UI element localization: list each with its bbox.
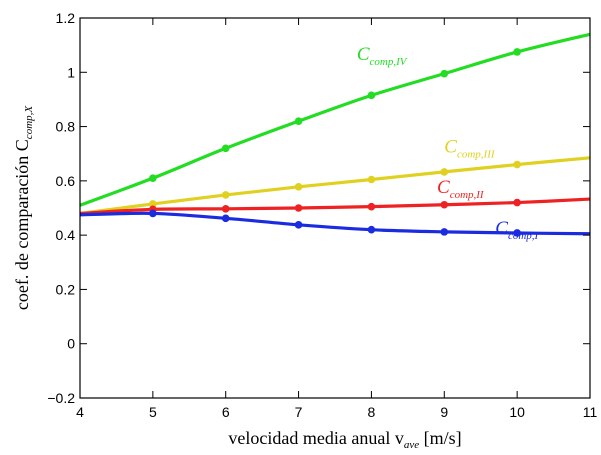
x-tick-label: 7 [295, 404, 303, 420]
data-point [367, 175, 376, 184]
data-point [221, 214, 230, 223]
data-point [221, 144, 230, 153]
y-tick-label: 0.4 [56, 227, 76, 243]
series-label-main: C [357, 44, 370, 65]
x-tick-label: 10 [509, 404, 525, 420]
data-point [221, 191, 230, 199]
data-point [149, 174, 157, 182]
data-point [367, 202, 376, 211]
x-tick-label: 4 [76, 404, 84, 420]
data-point [149, 200, 157, 208]
x-axis-label-text: velocidad media anual v [228, 428, 403, 448]
data-point [513, 48, 521, 56]
y-tick-label: 0.2 [56, 281, 76, 297]
data-point [149, 209, 157, 218]
data-point [440, 69, 449, 78]
y-axis-label: coef. de comparación Ccomp,X [12, 105, 35, 310]
series-label-main: C [437, 177, 450, 198]
x-axis-label-sub: ave [404, 439, 419, 451]
data-point [294, 117, 303, 125]
series-label-sub: comp,I [508, 230, 540, 242]
data-point [221, 205, 230, 213]
data-point [294, 204, 303, 212]
series-label: Ccomp,II [437, 177, 485, 201]
x-tick-label: 6 [222, 404, 230, 420]
x-tick-label: 8 [368, 404, 376, 420]
x-axis-label-unit: [m/s] [419, 428, 462, 448]
data-point [367, 91, 376, 100]
y-tick-label: 1 [67, 64, 75, 80]
series-label: Ccomp,I [495, 218, 539, 242]
series-layer [79, 32, 591, 237]
series-label: Ccomp,IV [357, 44, 408, 68]
series-label-sub: comp,III [457, 148, 496, 160]
label-layer: 4 5 6 7 8 9 10 11−0.200.20.40.60.811.2Ccomp,IVC… [12, 10, 597, 451]
x-tick-label: 5 [149, 404, 157, 420]
x-tick-label: 9 [440, 404, 448, 420]
series-line [79, 32, 591, 207]
x-tick-label: 11 [583, 404, 598, 420]
series-label-main: C [444, 136, 457, 157]
y-tick-label: 0.8 [56, 119, 76, 135]
x-axis-label: velocidad media anual vave [m/s] [228, 428, 461, 451]
data-point [294, 183, 303, 191]
tick-layer [79, 17, 591, 399]
series-label-sub: comp,IV [370, 56, 408, 68]
series-line [79, 156, 591, 216]
y-axis-label-sub: comp,X [23, 105, 35, 140]
y-tick-label: 0 [67, 336, 75, 352]
data-point [367, 225, 376, 234]
data-point [294, 221, 303, 229]
data-point [440, 200, 449, 209]
series-line [79, 211, 591, 236]
y-tick-label: 0.6 [56, 173, 76, 189]
y-axis-label-text: coef. de comparación C [12, 139, 32, 310]
data-point [513, 160, 521, 169]
data-point [513, 198, 521, 207]
data-point [513, 229, 521, 237]
data-point [440, 168, 449, 176]
y-tick-label: −0.2 [47, 390, 75, 406]
series-line [79, 197, 591, 216]
y-tick-label: 1.2 [56, 10, 76, 26]
series-label-main: C [495, 218, 508, 239]
plot-frame [79, 17, 591, 399]
data-point [440, 228, 449, 236]
series-label: Ccomp,III [444, 136, 496, 160]
series-label-sub: comp,II [450, 189, 485, 201]
